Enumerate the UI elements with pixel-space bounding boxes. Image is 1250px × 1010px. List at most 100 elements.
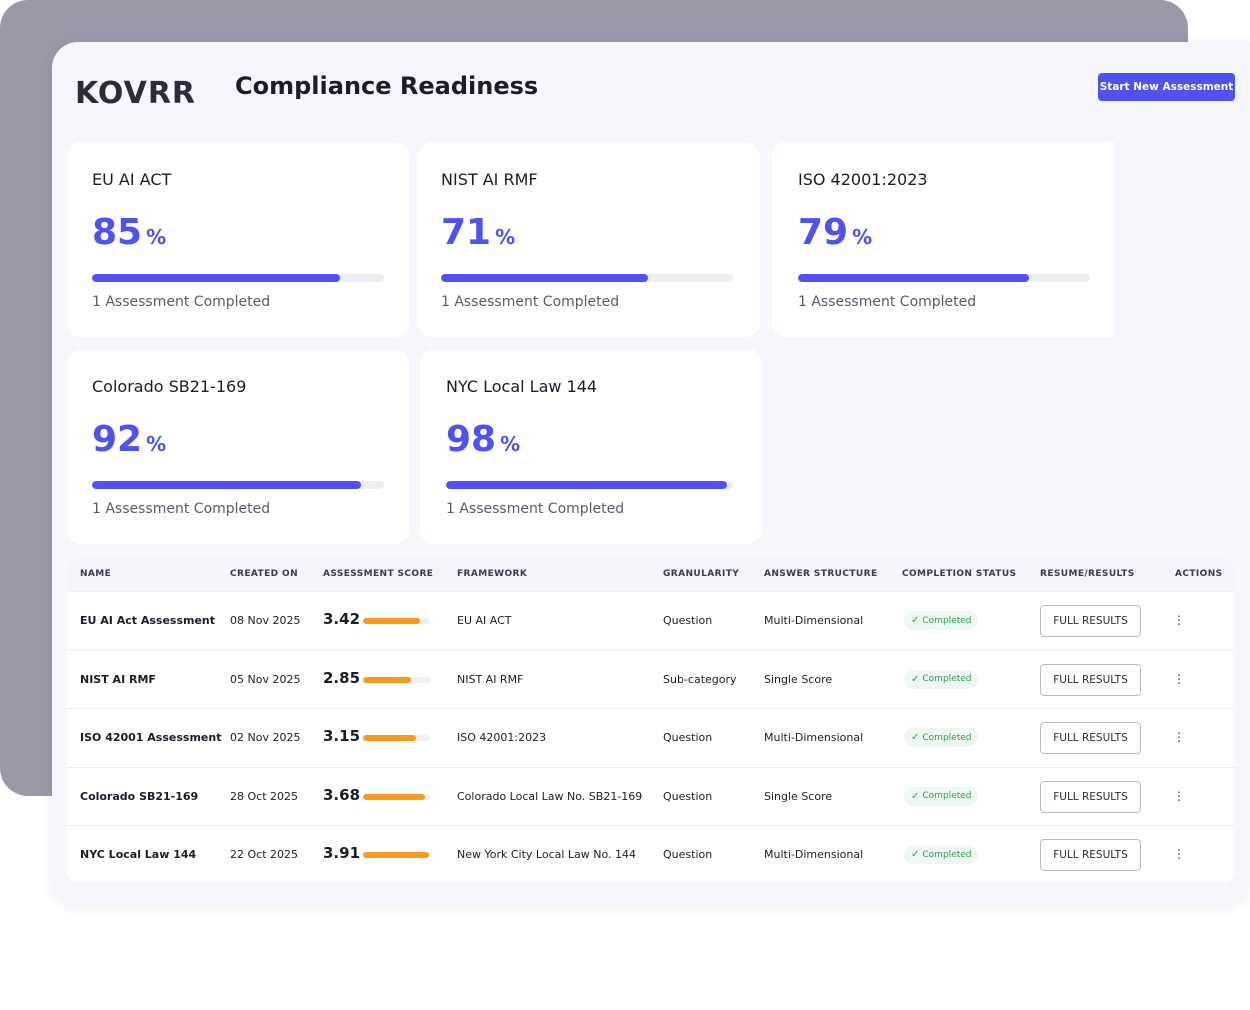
status-label: Completed: [922, 791, 972, 801]
column-header-resume-results[interactable]: RESUME/RESULTS: [1040, 569, 1135, 579]
answer-structure: Multi-Dimensional: [764, 614, 864, 627]
full-results-button[interactable]: FULL RESULTS: [1040, 605, 1141, 637]
assessment-score: 3.91: [323, 844, 361, 862]
full-results-button[interactable]: FULL RESULTS: [1040, 839, 1141, 871]
framework: ISO 42001:2023: [457, 731, 547, 744]
framework: NIST AI RMF: [457, 672, 524, 686]
card-score: 79%: [798, 212, 873, 253]
answer-structure: Single Score: [764, 672, 833, 686]
status-badge: ✓ Completed: [904, 611, 979, 630]
assessments-table: NAME CREATED ON ASSESSMENT SCORE FRAMEWO…: [67, 557, 1235, 883]
framework-card: NIST AI RMF 71% 1 Assessment Completed: [418, 142, 760, 337]
framework-card: EU AI ACT 85% 1 Assessment Completed: [67, 142, 409, 337]
column-header-name[interactable]: NAME: [80, 569, 112, 579]
status-label: Completed: [922, 674, 972, 684]
page-title: Compliance Readiness: [235, 72, 539, 100]
assessment-name: NIST AI RMF: [80, 672, 156, 686]
status-badge: ✓ Completed: [904, 669, 979, 689]
kebab-menu-icon[interactable]: ⋮: [1173, 613, 1185, 627]
framework: EU AI ACT: [457, 614, 512, 627]
card-score: 71%: [441, 212, 516, 253]
status-label: Completed: [922, 849, 972, 860]
table-row[interactable]: EU AI Act Assessment 08 Nov 2025 3.42 EU AI…: [67, 591, 1235, 649]
card-title: NIST AI RMF: [441, 170, 538, 189]
assessment-score: 3.42: [323, 610, 361, 628]
column-header-granularity[interactable]: GRANULARITY: [663, 569, 740, 579]
answer-structure: Multi-Dimensional: [764, 848, 864, 861]
check-icon: ✓: [911, 673, 920, 685]
table-row[interactable]: Colorado SB21-169 28 Oct 2025 3.68 Colorado…: [67, 766, 1235, 825]
card-subtitle: 1 Assessment Completed: [446, 501, 625, 517]
assessment-name: NYC Local Law 144: [80, 848, 197, 861]
created-on: 08 Nov 2025: [230, 614, 301, 627]
assessment-name: Colorado SB21-169: [80, 789, 199, 803]
full-results-button[interactable]: FULL RESULTS: [1040, 663, 1141, 696]
framework-card: ISO 42001:2023 79% 1 Assessment Complete…: [772, 142, 1114, 337]
card-progress-bar: [798, 274, 1090, 282]
framework: New York City Local Law No. 144: [457, 848, 637, 861]
card-progress-bar: [92, 481, 384, 489]
check-icon: ✓: [911, 615, 920, 626]
column-header-answer-structure[interactable]: ANSWER STRUCTURE: [764, 569, 878, 579]
card-progress-bar: [92, 274, 384, 282]
table-row[interactable]: NIST AI RMF 05 Nov 2025 2.85 NIST AI RMF Sub…: [67, 649, 1235, 708]
framework: Colorado Local Law No. SB21-169: [457, 789, 643, 803]
check-icon: ✓: [911, 790, 920, 802]
table-row[interactable]: ISO 42001 Assessment 02 Nov 2025 3.15 ISO 4…: [67, 708, 1235, 766]
card-title: Colorado SB21-169: [92, 377, 247, 396]
kovrr-logo: KOVRR: [75, 76, 197, 111]
created-on: 02 Nov 2025: [230, 731, 301, 744]
created-on: 28 Oct 2025: [230, 789, 299, 803]
status-label: Completed: [922, 615, 972, 626]
score-bar: [363, 793, 430, 800]
kebab-menu-icon[interactable]: ⋮: [1173, 671, 1185, 686]
score-bar-fill: [363, 618, 421, 624]
granularity: Question: [663, 614, 713, 627]
score-bar: [363, 735, 430, 741]
kebab-menu-icon[interactable]: ⋮: [1173, 847, 1185, 861]
status-badge: ✓ Completed: [904, 845, 979, 864]
score-bar-fill: [363, 735, 416, 741]
card-progress-bar: [441, 274, 733, 282]
card-subtitle: 1 Assessment Completed: [798, 294, 977, 310]
table-header: NAME CREATED ON ASSESSMENT SCORE FRAMEWO…: [67, 557, 1235, 591]
granularity: Question: [663, 789, 713, 803]
card-progress-bar: [446, 481, 733, 489]
column-header-framework[interactable]: FRAMEWORK: [457, 569, 528, 579]
created-on: 22 Oct 2025: [230, 848, 299, 861]
card-subtitle: 1 Assessment Completed: [92, 501, 271, 517]
assessment-score: 3.15: [323, 727, 361, 745]
card-score: 92%: [92, 419, 167, 460]
start-new-assessment-button[interactable]: Start New Assessment: [1098, 73, 1235, 101]
column-header-actions[interactable]: ACTIONS: [1175, 569, 1223, 579]
kebab-menu-icon[interactable]: ⋮: [1173, 788, 1185, 803]
column-header-assessment-score[interactable]: ASSESSMENT SCORE: [323, 569, 434, 579]
answer-structure: Multi-Dimensional: [764, 731, 864, 744]
granularity: Question: [663, 731, 713, 744]
framework-card: NYC Local Law 144 98% 1 Assessment Compl…: [420, 349, 762, 544]
answer-structure: Single Score: [764, 789, 833, 803]
framework-card: Colorado SB21-169 92% 1 Assessment Compl…: [67, 349, 409, 544]
assessment-score: 3.68: [323, 785, 361, 804]
granularity: Sub-category: [663, 672, 737, 686]
status-badge: ✓ Completed: [904, 786, 979, 806]
card-score: 85%: [92, 212, 167, 253]
column-header-created-on[interactable]: CREATED ON: [230, 569, 299, 579]
card-subtitle: 1 Assessment Completed: [441, 294, 620, 310]
granularity: Question: [663, 848, 713, 861]
column-header-completion-status[interactable]: COMPLETION STATUS: [902, 569, 1017, 579]
card-subtitle: 1 Assessment Completed: [92, 294, 271, 310]
score-bar: [363, 676, 430, 683]
full-results-button[interactable]: FULL RESULTS: [1040, 722, 1141, 754]
kebab-menu-icon[interactable]: ⋮: [1173, 730, 1185, 744]
status-badge: ✓ Completed: [904, 728, 979, 747]
status-label: Completed: [922, 732, 972, 743]
card-title: NYC Local Law 144: [446, 377, 598, 396]
full-results-button[interactable]: FULL RESULTS: [1040, 780, 1141, 813]
score-bar-fill: [363, 852, 429, 858]
card-title: ISO 42001:2023: [798, 170, 928, 189]
table-row[interactable]: NYC Local Law 144 22 Oct 2025 3.91 New York…: [67, 825, 1235, 883]
assessment-name: EU AI Act Assessment: [80, 614, 216, 627]
card-title: EU AI ACT: [92, 170, 172, 189]
score-bar: [363, 618, 430, 624]
